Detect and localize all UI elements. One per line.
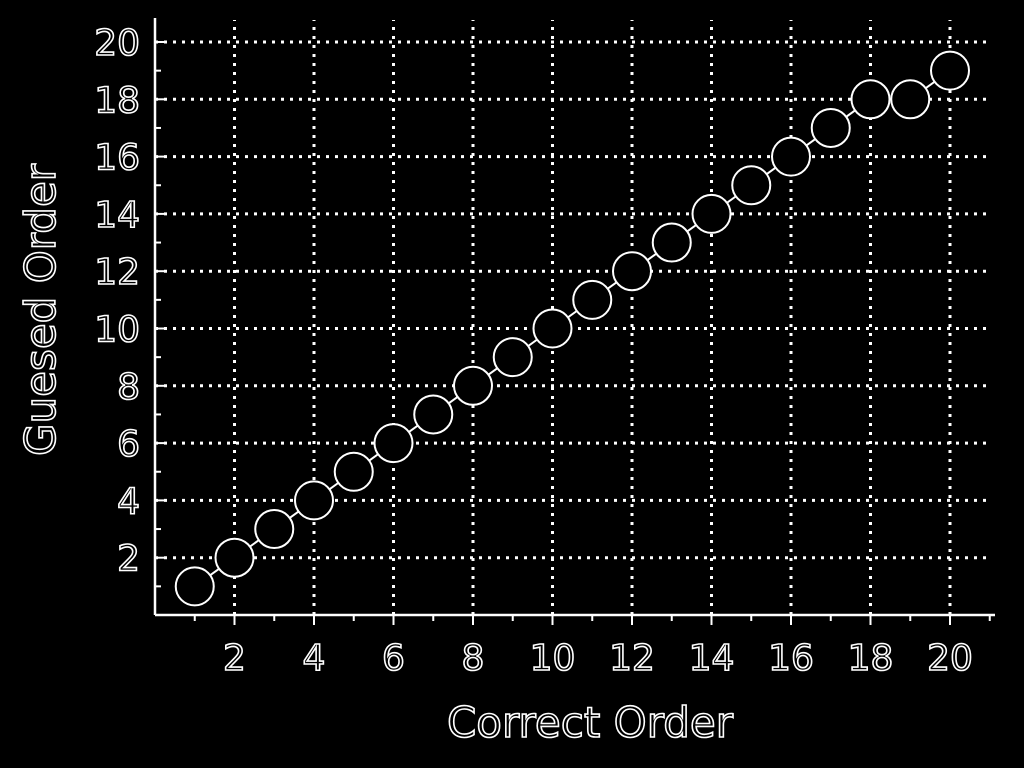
y-tick-labels: 2 4 6 8 10 12 14 16 18 20: [93, 22, 140, 580]
data-point: [174, 566, 215, 607]
data-point: [810, 107, 851, 148]
data-point: [532, 308, 573, 349]
x-tick-label: 6: [382, 638, 405, 679]
data-point: [294, 480, 334, 521]
y-tick-label: 6: [117, 424, 140, 465]
y-tick-label: 18: [94, 80, 140, 121]
data-point: [612, 251, 652, 292]
y-tick-label: 8: [117, 367, 140, 408]
data-point: [771, 136, 811, 177]
data-point: [850, 79, 891, 120]
x-tick-label: 14: [689, 638, 735, 679]
data-point: [572, 279, 613, 320]
data-point: [930, 50, 970, 91]
x-tick-label: 16: [768, 638, 814, 679]
y-tick-label: 16: [94, 138, 140, 179]
x-tick-label: 4: [303, 638, 326, 679]
y-axis-title: Guesed Order: [16, 163, 65, 456]
y-tick-label: 2: [117, 539, 140, 580]
x-tick-label: 8: [462, 638, 485, 679]
data-point: [333, 451, 374, 492]
y-tick-label: 20: [94, 23, 140, 64]
y-tick-label: 14: [94, 195, 140, 236]
data-point: [731, 165, 772, 206]
x-tick-label: 2: [223, 638, 246, 679]
data-point: [890, 79, 931, 120]
data-series: [174, 50, 970, 607]
data-point: [373, 423, 414, 464]
x-axis-title: Correct Order: [447, 698, 734, 747]
data-point: [254, 509, 295, 550]
data-point: [214, 537, 255, 578]
x-tick-label: 20: [927, 638, 973, 679]
x-tick-label: 12: [609, 638, 655, 679]
y-tick-label: 12: [94, 252, 140, 293]
data-point: [453, 365, 493, 406]
data-point: [651, 222, 692, 263]
x-tick-label: 18: [848, 638, 894, 679]
data-point: [492, 337, 533, 378]
y-tick-label: 10: [94, 310, 140, 351]
data-point: [413, 394, 454, 435]
x-tick-labels: 2 4 6 8 10 12 14 16 18 20: [222, 637, 973, 680]
x-tick-label: 10: [530, 638, 576, 679]
tick-marks: [155, 41, 991, 625]
y-tick-label: 4: [117, 481, 140, 522]
data-point: [691, 193, 732, 234]
axes: [153, 18, 995, 617]
